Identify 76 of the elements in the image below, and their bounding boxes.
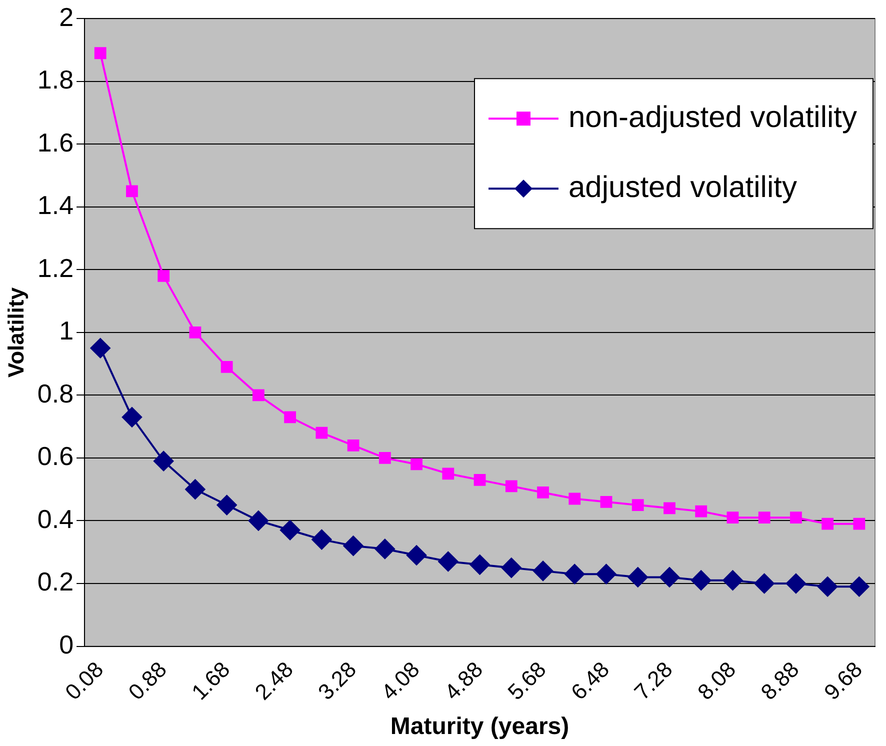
point bbox=[154, 451, 174, 472]
x-tick-label: 4.08 bbox=[376, 656, 424, 705]
point bbox=[853, 518, 866, 530]
point bbox=[786, 573, 806, 594]
point bbox=[822, 518, 834, 530]
point bbox=[316, 426, 328, 439]
point bbox=[632, 499, 644, 511]
y-tick-label: 0.8 bbox=[37, 378, 74, 408]
point bbox=[501, 558, 522, 578]
point bbox=[664, 502, 676, 514]
point bbox=[94, 47, 106, 60]
point bbox=[600, 496, 612, 508]
point bbox=[248, 510, 268, 531]
y-tick-label: 1 bbox=[59, 316, 74, 346]
point bbox=[505, 480, 518, 492]
y-tick-label: 0 bbox=[59, 629, 74, 660]
legend-label: adjusted volatility bbox=[568, 170, 797, 204]
point bbox=[790, 512, 802, 524]
point bbox=[280, 520, 300, 540]
point bbox=[568, 492, 581, 505]
x-tick-label: 0.88 bbox=[123, 656, 172, 705]
point bbox=[726, 512, 739, 524]
point bbox=[564, 564, 585, 584]
x-tick-label: 3.28 bbox=[313, 656, 362, 705]
y-tick-label: 2 bbox=[59, 2, 74, 32]
point bbox=[533, 560, 554, 581]
point bbox=[158, 270, 170, 282]
point bbox=[284, 411, 296, 424]
point bbox=[659, 567, 680, 588]
point bbox=[406, 545, 427, 566]
point bbox=[818, 576, 838, 597]
point bbox=[185, 479, 206, 500]
y-tick-label: 1.8 bbox=[37, 64, 74, 95]
x-tick-label: 5.68 bbox=[502, 656, 551, 705]
point bbox=[722, 570, 743, 590]
point bbox=[537, 486, 549, 498]
point bbox=[343, 536, 364, 556]
point bbox=[470, 554, 490, 575]
x-tick-label: 6.48 bbox=[566, 656, 614, 705]
point bbox=[378, 452, 391, 464]
point bbox=[695, 505, 708, 518]
point bbox=[90, 338, 110, 358]
point bbox=[252, 389, 264, 402]
point bbox=[596, 564, 616, 584]
y-tick-label: 0.4 bbox=[37, 504, 74, 534]
point bbox=[126, 185, 138, 198]
point bbox=[122, 407, 142, 428]
point bbox=[691, 570, 712, 590]
point bbox=[216, 495, 237, 516]
point bbox=[758, 512, 770, 524]
point bbox=[438, 552, 458, 572]
point bbox=[312, 530, 332, 550]
y-tick-label: 1.4 bbox=[37, 190, 74, 220]
x-tick-label: 7.28 bbox=[629, 656, 678, 705]
x-axis-title: Maturity (years) bbox=[390, 713, 570, 740]
y-tick-label: 0.2 bbox=[37, 566, 74, 597]
x-tick-label: 4.88 bbox=[440, 656, 488, 705]
legend-label: non-adjusted volatility bbox=[568, 100, 858, 134]
point bbox=[374, 538, 395, 559]
y-tick-label: 1.2 bbox=[37, 252, 74, 283]
x-tick-label: 8.08 bbox=[692, 656, 741, 705]
y-tick-label: 1.6 bbox=[37, 127, 74, 158]
point bbox=[628, 567, 648, 588]
x-tick-label: 0.08 bbox=[60, 656, 108, 705]
y-axis-title: Volatility bbox=[3, 286, 28, 378]
point bbox=[849, 576, 870, 597]
y-tick-label: 0.6 bbox=[37, 441, 74, 472]
x-tick-label: 9.68 bbox=[819, 656, 868, 705]
point bbox=[220, 361, 233, 373]
point bbox=[474, 474, 486, 486]
point bbox=[347, 439, 360, 452]
point bbox=[442, 468, 454, 480]
x-tick-label: 8.88 bbox=[756, 656, 804, 705]
point bbox=[189, 326, 202, 338]
point bbox=[754, 573, 774, 594]
point bbox=[410, 458, 422, 470]
